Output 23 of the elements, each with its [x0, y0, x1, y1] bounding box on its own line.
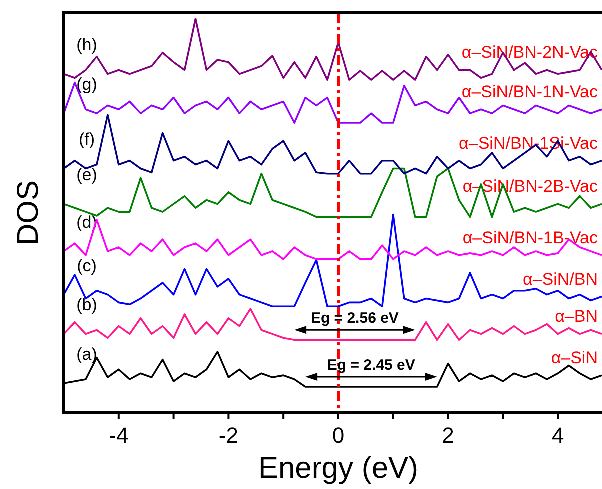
- annotation: (a): [76, 344, 98, 364]
- series-label: α–SiN/BN-1Si-Vac: [459, 134, 598, 153]
- series-label: α–SiN/BN-1N-Vac: [462, 82, 598, 102]
- annotation: Eg = 2.56 eV: [310, 310, 399, 328]
- x-tick-label: 2: [442, 422, 454, 448]
- annotation: (c): [77, 256, 97, 276]
- annotation: (e): [76, 166, 98, 185]
- x-tick-label: -2: [218, 422, 238, 448]
- x-tick-label: 0: [332, 422, 345, 448]
- annotation: Eg = 2.45 eV: [327, 356, 416, 374]
- annotation: (g): [76, 75, 98, 94]
- annotation: (b): [76, 296, 98, 315]
- x-tick-label: 4: [552, 422, 564, 448]
- series-label: α–SiN/BN: [522, 270, 598, 289]
- annotation: (f): [78, 130, 96, 150]
- annotation: (h): [76, 36, 98, 55]
- x-axis-title: Energy (eV): [258, 452, 419, 485]
- series-label: α–BN: [555, 307, 598, 326]
- series-label: α–SiN: [551, 348, 598, 368]
- series-label: α–SiN/BN-2N-Vac: [462, 43, 598, 62]
- series-label: α–SiN/BN-1B-Vac: [462, 228, 598, 248]
- x-tick-label: -4: [109, 422, 129, 448]
- y-axis-title: DOS: [12, 180, 45, 246]
